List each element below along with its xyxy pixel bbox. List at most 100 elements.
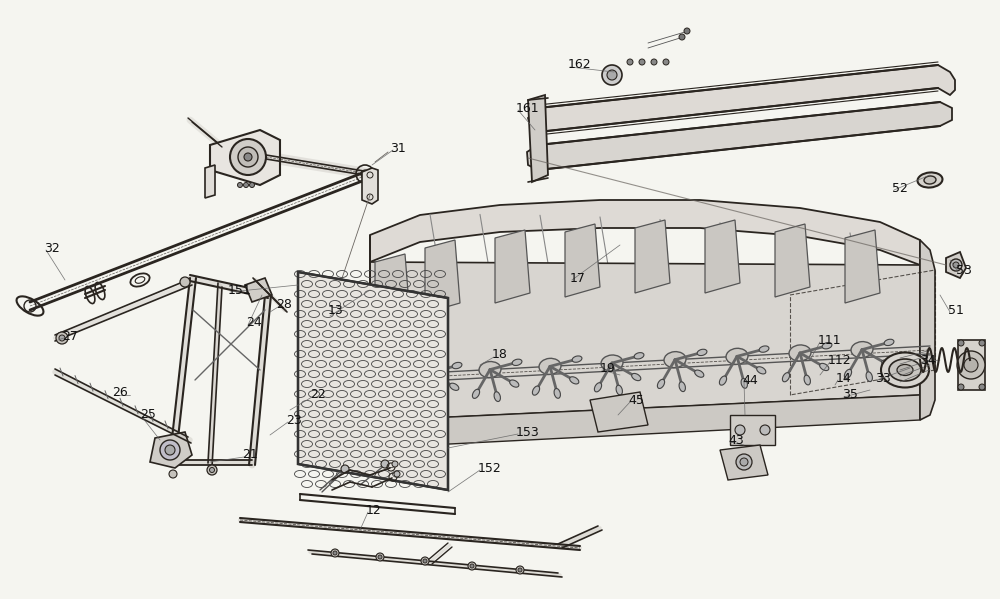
Ellipse shape xyxy=(844,370,852,379)
Ellipse shape xyxy=(494,392,500,401)
Ellipse shape xyxy=(741,379,747,388)
Polygon shape xyxy=(375,254,410,327)
Ellipse shape xyxy=(884,339,894,346)
Text: 43: 43 xyxy=(728,434,744,446)
Circle shape xyxy=(958,340,964,346)
Ellipse shape xyxy=(782,373,790,382)
Text: 44: 44 xyxy=(742,374,758,386)
Circle shape xyxy=(210,467,214,473)
Text: 51: 51 xyxy=(948,304,964,316)
Circle shape xyxy=(953,262,959,268)
Circle shape xyxy=(423,559,427,563)
Circle shape xyxy=(602,65,622,85)
Polygon shape xyxy=(150,432,192,468)
Ellipse shape xyxy=(695,370,704,377)
Text: 112: 112 xyxy=(828,353,852,367)
Polygon shape xyxy=(958,340,985,390)
Text: 19: 19 xyxy=(600,362,616,374)
Circle shape xyxy=(392,461,398,467)
Ellipse shape xyxy=(882,360,891,367)
Ellipse shape xyxy=(889,359,921,381)
Circle shape xyxy=(957,351,985,379)
Ellipse shape xyxy=(697,349,707,356)
Circle shape xyxy=(180,277,190,287)
Circle shape xyxy=(979,340,985,346)
Circle shape xyxy=(679,34,685,40)
Ellipse shape xyxy=(572,356,582,362)
Ellipse shape xyxy=(897,365,913,376)
Circle shape xyxy=(470,564,474,568)
Polygon shape xyxy=(370,385,920,445)
Polygon shape xyxy=(920,240,935,420)
Ellipse shape xyxy=(679,382,685,392)
Ellipse shape xyxy=(419,365,441,381)
Ellipse shape xyxy=(512,359,522,365)
Circle shape xyxy=(376,553,384,561)
Text: 27: 27 xyxy=(62,329,78,343)
Text: 21: 21 xyxy=(242,449,258,461)
Ellipse shape xyxy=(410,348,434,362)
Ellipse shape xyxy=(881,352,929,388)
Text: 152: 152 xyxy=(478,461,502,474)
Text: 13: 13 xyxy=(328,304,344,316)
Polygon shape xyxy=(565,224,600,297)
Polygon shape xyxy=(946,252,966,278)
Polygon shape xyxy=(527,102,952,170)
Text: 153: 153 xyxy=(516,425,540,438)
Polygon shape xyxy=(205,165,215,198)
Circle shape xyxy=(518,568,522,572)
Ellipse shape xyxy=(924,176,936,184)
Circle shape xyxy=(169,470,177,478)
Polygon shape xyxy=(528,65,955,132)
Circle shape xyxy=(735,425,745,435)
Circle shape xyxy=(244,183,248,187)
Ellipse shape xyxy=(657,379,665,389)
Text: 14: 14 xyxy=(836,371,852,385)
Polygon shape xyxy=(370,200,920,265)
Circle shape xyxy=(651,59,657,65)
Circle shape xyxy=(516,566,524,574)
Text: 162: 162 xyxy=(568,59,592,71)
Circle shape xyxy=(378,555,382,559)
Circle shape xyxy=(238,147,258,167)
Ellipse shape xyxy=(472,389,480,398)
Polygon shape xyxy=(720,445,768,480)
Circle shape xyxy=(760,425,770,435)
Ellipse shape xyxy=(664,352,686,368)
Ellipse shape xyxy=(452,362,462,369)
Ellipse shape xyxy=(804,375,810,385)
Circle shape xyxy=(684,28,690,34)
Ellipse shape xyxy=(479,362,501,377)
Ellipse shape xyxy=(726,348,748,364)
Ellipse shape xyxy=(601,355,623,371)
Text: 32: 32 xyxy=(44,241,60,255)
Text: 35: 35 xyxy=(842,389,858,401)
Polygon shape xyxy=(362,168,378,204)
Ellipse shape xyxy=(820,364,829,371)
Ellipse shape xyxy=(851,341,873,358)
Circle shape xyxy=(964,358,978,372)
Text: 18: 18 xyxy=(492,349,508,362)
Text: 53: 53 xyxy=(956,264,972,277)
Ellipse shape xyxy=(822,343,832,349)
Text: 111: 111 xyxy=(818,334,842,346)
Ellipse shape xyxy=(634,353,644,359)
Polygon shape xyxy=(370,235,380,425)
Polygon shape xyxy=(370,262,920,418)
Text: 34: 34 xyxy=(920,353,936,367)
Ellipse shape xyxy=(434,395,440,405)
Circle shape xyxy=(958,384,964,390)
Polygon shape xyxy=(245,278,272,302)
Ellipse shape xyxy=(450,383,459,391)
Text: 24: 24 xyxy=(246,316,262,329)
Text: 45: 45 xyxy=(628,394,644,407)
Text: 161: 161 xyxy=(516,101,540,114)
Polygon shape xyxy=(425,240,460,313)
Ellipse shape xyxy=(399,347,423,362)
Ellipse shape xyxy=(510,380,519,387)
Circle shape xyxy=(740,458,748,466)
Polygon shape xyxy=(845,230,880,303)
Circle shape xyxy=(381,460,389,468)
Polygon shape xyxy=(635,220,670,293)
Circle shape xyxy=(663,59,669,65)
